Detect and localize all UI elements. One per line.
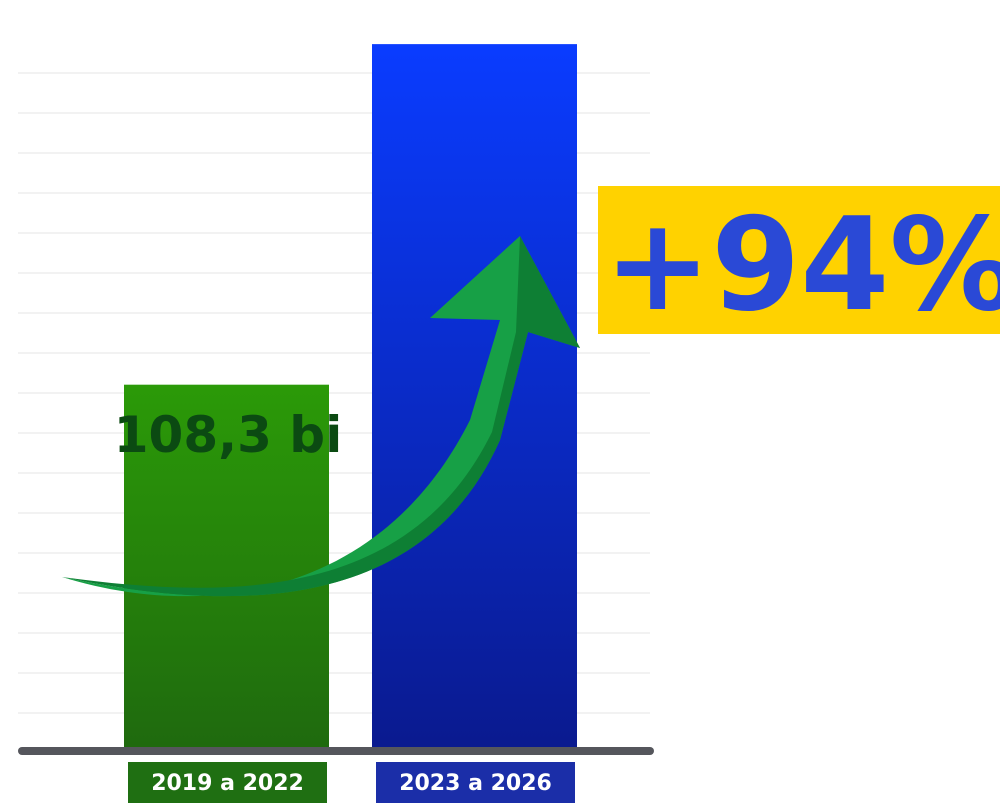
bars (124, 44, 577, 748)
category-label-2023-2026: 2023 a 2026 (376, 762, 575, 803)
percent-callout-box (598, 186, 1000, 334)
bar-2019-2022 (124, 384, 329, 747)
category-label-2019-2022-text: 2019 a 2022 (151, 771, 304, 796)
category-label-2023-2026-box (376, 762, 575, 803)
growth-arrow (62, 236, 580, 597)
bar-value-label-2019-2022: 108,3 bi (114, 406, 343, 464)
percent-callout: +94% (598, 186, 1000, 340)
category-label-2019-2022: 2019 a 2022 (128, 762, 327, 803)
bar-2023-2026 (372, 44, 577, 748)
percent-callout-text: +94% (604, 191, 1000, 340)
category-labels: 2019 a 2022 2023 a 2026 (128, 762, 575, 803)
category-label-2023-2026-text: 2023 a 2026 (399, 771, 552, 796)
category-label-2019-2022-box (128, 762, 327, 803)
growth-arrow-shade (62, 236, 580, 597)
